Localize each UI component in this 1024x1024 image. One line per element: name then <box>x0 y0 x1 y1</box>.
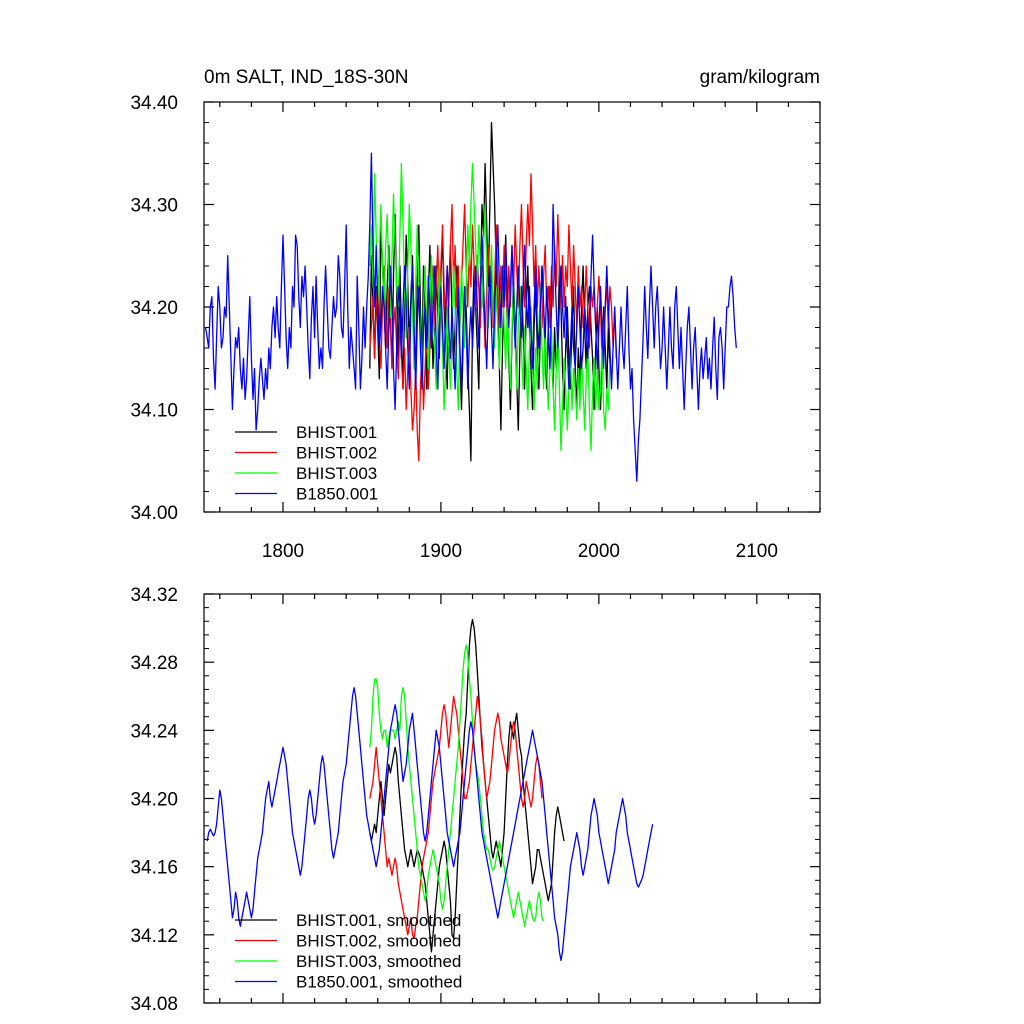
y-tick-label: 34.10 <box>130 401 178 422</box>
y-tick-label: 34.08 <box>130 994 178 1015</box>
y-tick-label: 34.16 <box>130 858 178 879</box>
y-tick-label: 34.20 <box>130 298 178 319</box>
series-line-1 <box>369 695 543 939</box>
legend-label: BHIST.003 <box>296 464 377 483</box>
series-line-2 <box>369 644 545 927</box>
top-chart-title: 0m SALT, IND_18S-30N <box>204 67 409 88</box>
x-tick-label: 2000 <box>578 541 620 562</box>
x-tick-label: 2100 <box>736 541 778 562</box>
legend-label: B1850.001, smoothed <box>296 973 462 992</box>
y-tick-label: 34.28 <box>130 653 178 674</box>
series-line-1 <box>369 173 617 462</box>
top-chart-units: gram/kilogram <box>700 67 820 88</box>
y-tick-label: 34.40 <box>130 93 178 114</box>
series-line-3 <box>204 152 737 482</box>
y-tick-label: 34.00 <box>130 503 178 524</box>
legend-label: BHIST.001 <box>296 423 377 442</box>
legend-label: BHIST.003, smoothed <box>296 952 461 971</box>
top-chart-panel: 34.00 34.10 34.20 34.30 34.40 1800 1900 2000 210… <box>130 93 821 562</box>
legend-label: BHIST.002, smoothed <box>296 932 461 951</box>
x-tick-label: 1800 <box>262 541 304 562</box>
legend-label: BHIST.001, smoothed <box>296 911 461 930</box>
y-tick-label: 34.24 <box>130 721 178 742</box>
legend-label: B1850.001 <box>296 485 378 504</box>
bottom-chart-panel: 34.08 34.12 34.16 34.20 34.24 34.28 34.32 BHIST… <box>130 585 821 1015</box>
y-tick-label: 34.20 <box>130 790 178 811</box>
y-tick-label: 34.12 <box>130 926 178 947</box>
legend-label: BHIST.002 <box>296 444 377 463</box>
y-tick-label: 34.32 <box>130 585 178 606</box>
y-tick-label: 34.30 <box>130 196 178 217</box>
x-tick-label: 1900 <box>420 541 462 562</box>
series-line-3 <box>206 687 654 962</box>
series-line-0 <box>369 618 565 953</box>
